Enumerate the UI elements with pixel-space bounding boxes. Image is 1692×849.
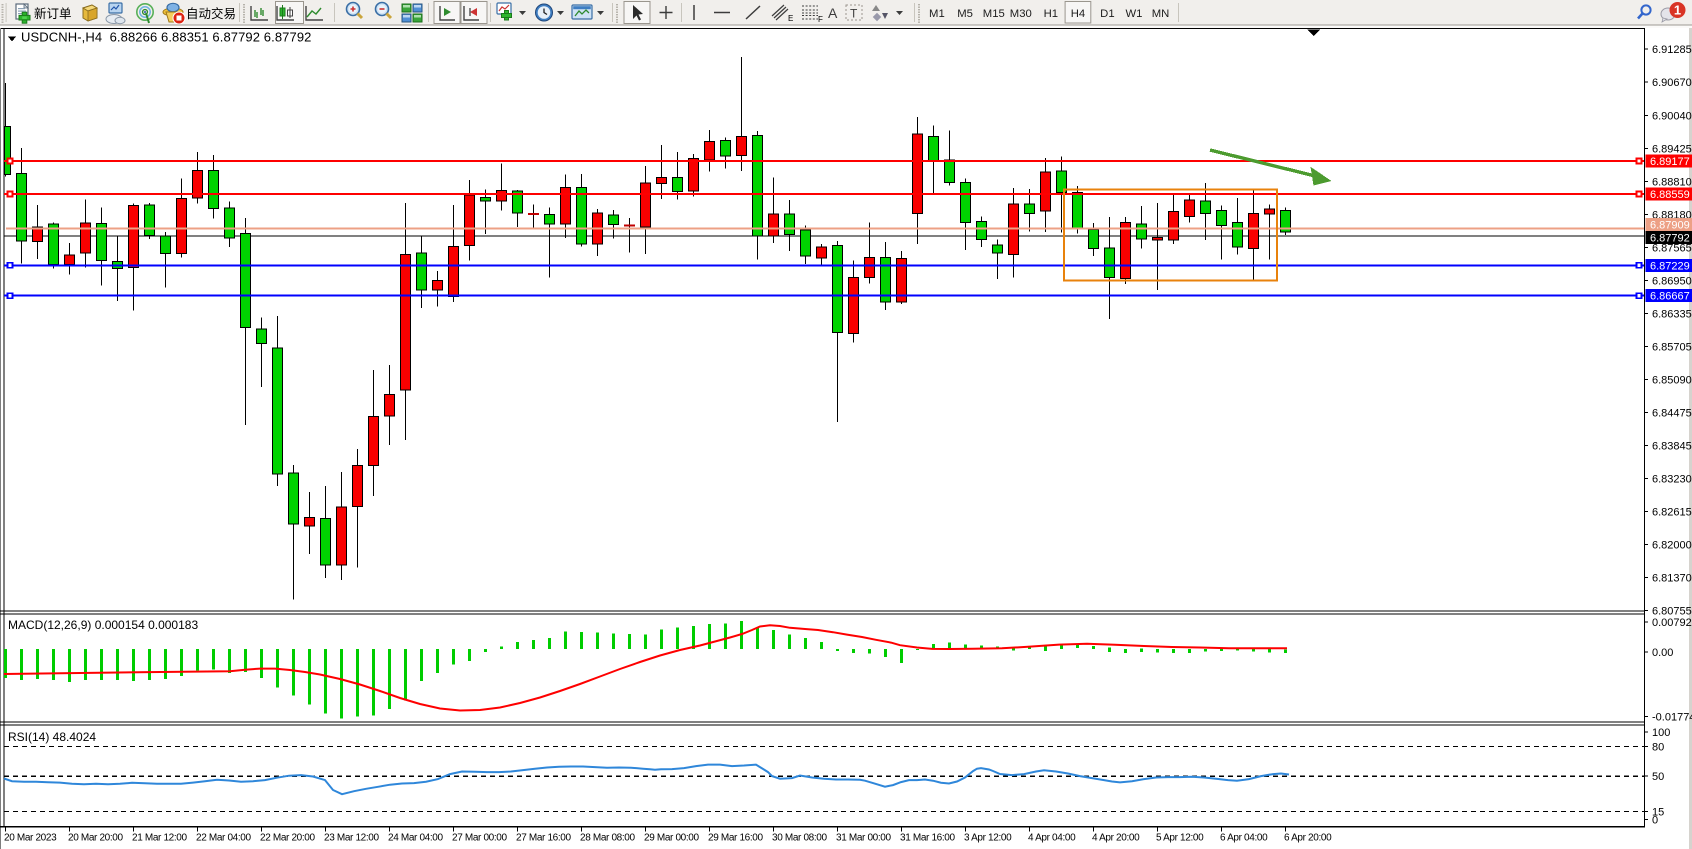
svg-text:23 Mar 12:00: 23 Mar 12:00 (324, 833, 380, 844)
svg-text:28 Mar 08:00: 28 Mar 08:00 (580, 833, 636, 844)
svg-text:6 Apr 04:00: 6 Apr 04:00 (1220, 833, 1268, 844)
svg-text:3 Apr 12:00: 3 Apr 12:00 (964, 833, 1012, 844)
svg-text:4 Apr 04:00: 4 Apr 04:00 (1028, 833, 1076, 844)
svg-text:RSI(14) 48.4024: RSI(14) 48.4024 (8, 730, 96, 744)
svg-text:6.82615: 6.82615 (1652, 507, 1692, 519)
svg-text:1: 1 (1674, 3, 1681, 18)
svg-text:6.89425: 6.89425 (1652, 143, 1692, 155)
svg-text:新订单: 新订单 (34, 6, 72, 21)
svg-text:6.82000: 6.82000 (1652, 540, 1692, 552)
svg-text:H4: H4 (1071, 8, 1085, 20)
svg-text:T: T (850, 7, 858, 21)
svg-text:6.84475: 6.84475 (1652, 408, 1692, 420)
svg-text:21 Mar 12:00: 21 Mar 12:00 (132, 833, 188, 844)
svg-text:80: 80 (1652, 742, 1664, 754)
svg-text:24 Mar 04:00: 24 Mar 04:00 (388, 833, 444, 844)
svg-text:6.88559: 6.88559 (1650, 189, 1690, 201)
svg-text:MN: MN (1152, 8, 1170, 20)
svg-text:6.87229: 6.87229 (1650, 260, 1690, 272)
svg-text:6.83230: 6.83230 (1652, 474, 1692, 486)
svg-text:29 Mar 16:00: 29 Mar 16:00 (708, 833, 764, 844)
svg-text:30 Mar 08:00: 30 Mar 08:00 (772, 833, 828, 844)
svg-text:USDCNH-,H4 6.88266 6.88351 6.: USDCNH-,H4 6.88266 6.88351 6.87792 6.877… (21, 30, 312, 45)
svg-text:6.90040: 6.90040 (1652, 110, 1692, 122)
svg-text:6.89177: 6.89177 (1650, 156, 1690, 168)
svg-text:31 Mar 16:00: 31 Mar 16:00 (900, 833, 956, 844)
svg-text:0.00: 0.00 (1652, 647, 1673, 659)
svg-text:20 Mar 2023: 20 Mar 2023 (4, 833, 57, 844)
svg-text:D1: D1 (1100, 8, 1114, 20)
svg-text:F: F (818, 15, 823, 24)
svg-text:0.007929: 0.007929 (1652, 617, 1692, 629)
svg-text:M1: M1 (929, 8, 945, 20)
svg-text:22 Mar 20:00: 22 Mar 20:00 (260, 833, 316, 844)
svg-text:27 Mar 00:00: 27 Mar 00:00 (452, 833, 508, 844)
svg-text:6.87792: 6.87792 (1650, 233, 1690, 245)
svg-text:6.90670: 6.90670 (1652, 77, 1692, 89)
svg-text:6.85090: 6.85090 (1652, 375, 1692, 387)
svg-text:W1: W1 (1126, 8, 1143, 20)
svg-text:6 Apr 20:00: 6 Apr 20:00 (1284, 833, 1332, 844)
svg-text:6.86667: 6.86667 (1650, 291, 1690, 303)
svg-text:6.87565: 6.87565 (1652, 242, 1692, 254)
svg-text:22 Mar 04:00: 22 Mar 04:00 (196, 833, 252, 844)
svg-text:29 Mar 00:00: 29 Mar 00:00 (644, 833, 700, 844)
svg-text:100: 100 (1652, 727, 1670, 739)
svg-text:5 Apr 12:00: 5 Apr 12:00 (1156, 833, 1204, 844)
svg-text:6.86335: 6.86335 (1652, 308, 1692, 320)
svg-text:M5: M5 (957, 8, 973, 20)
svg-text:50: 50 (1652, 771, 1664, 783)
svg-text:4 Apr 20:00: 4 Apr 20:00 (1092, 833, 1140, 844)
svg-text:6.91285: 6.91285 (1652, 44, 1692, 56)
svg-text:6.83845: 6.83845 (1652, 441, 1692, 453)
svg-text:6.80755: 6.80755 (1652, 606, 1692, 618)
svg-text:H1: H1 (1044, 8, 1058, 20)
svg-text:6.88810: 6.88810 (1652, 176, 1692, 188)
svg-text:E: E (788, 14, 793, 23)
svg-text:M30: M30 (1010, 8, 1032, 20)
svg-text:自动交易: 自动交易 (186, 6, 236, 21)
svg-text:6.81370: 6.81370 (1652, 573, 1692, 585)
svg-text:20 Mar 20:00: 20 Mar 20:00 (68, 833, 124, 844)
svg-text:31 Mar 00:00: 31 Mar 00:00 (836, 833, 892, 844)
svg-text:A: A (828, 5, 838, 21)
svg-text:15: 15 (1652, 806, 1664, 818)
svg-text:6.87909: 6.87909 (1650, 220, 1690, 232)
svg-text:6.86950: 6.86950 (1652, 275, 1692, 287)
svg-text:0: 0 (1652, 815, 1658, 827)
svg-text:M15: M15 (983, 8, 1005, 20)
svg-text:6.85705: 6.85705 (1652, 342, 1692, 354)
svg-text:-0.017743: -0.017743 (1652, 712, 1692, 724)
svg-text:27 Mar 16:00: 27 Mar 16:00 (516, 833, 572, 844)
svg-text:MACD(12,26,9) 0.000154 0.00018: MACD(12,26,9) 0.000154 0.000183 (8, 618, 198, 632)
